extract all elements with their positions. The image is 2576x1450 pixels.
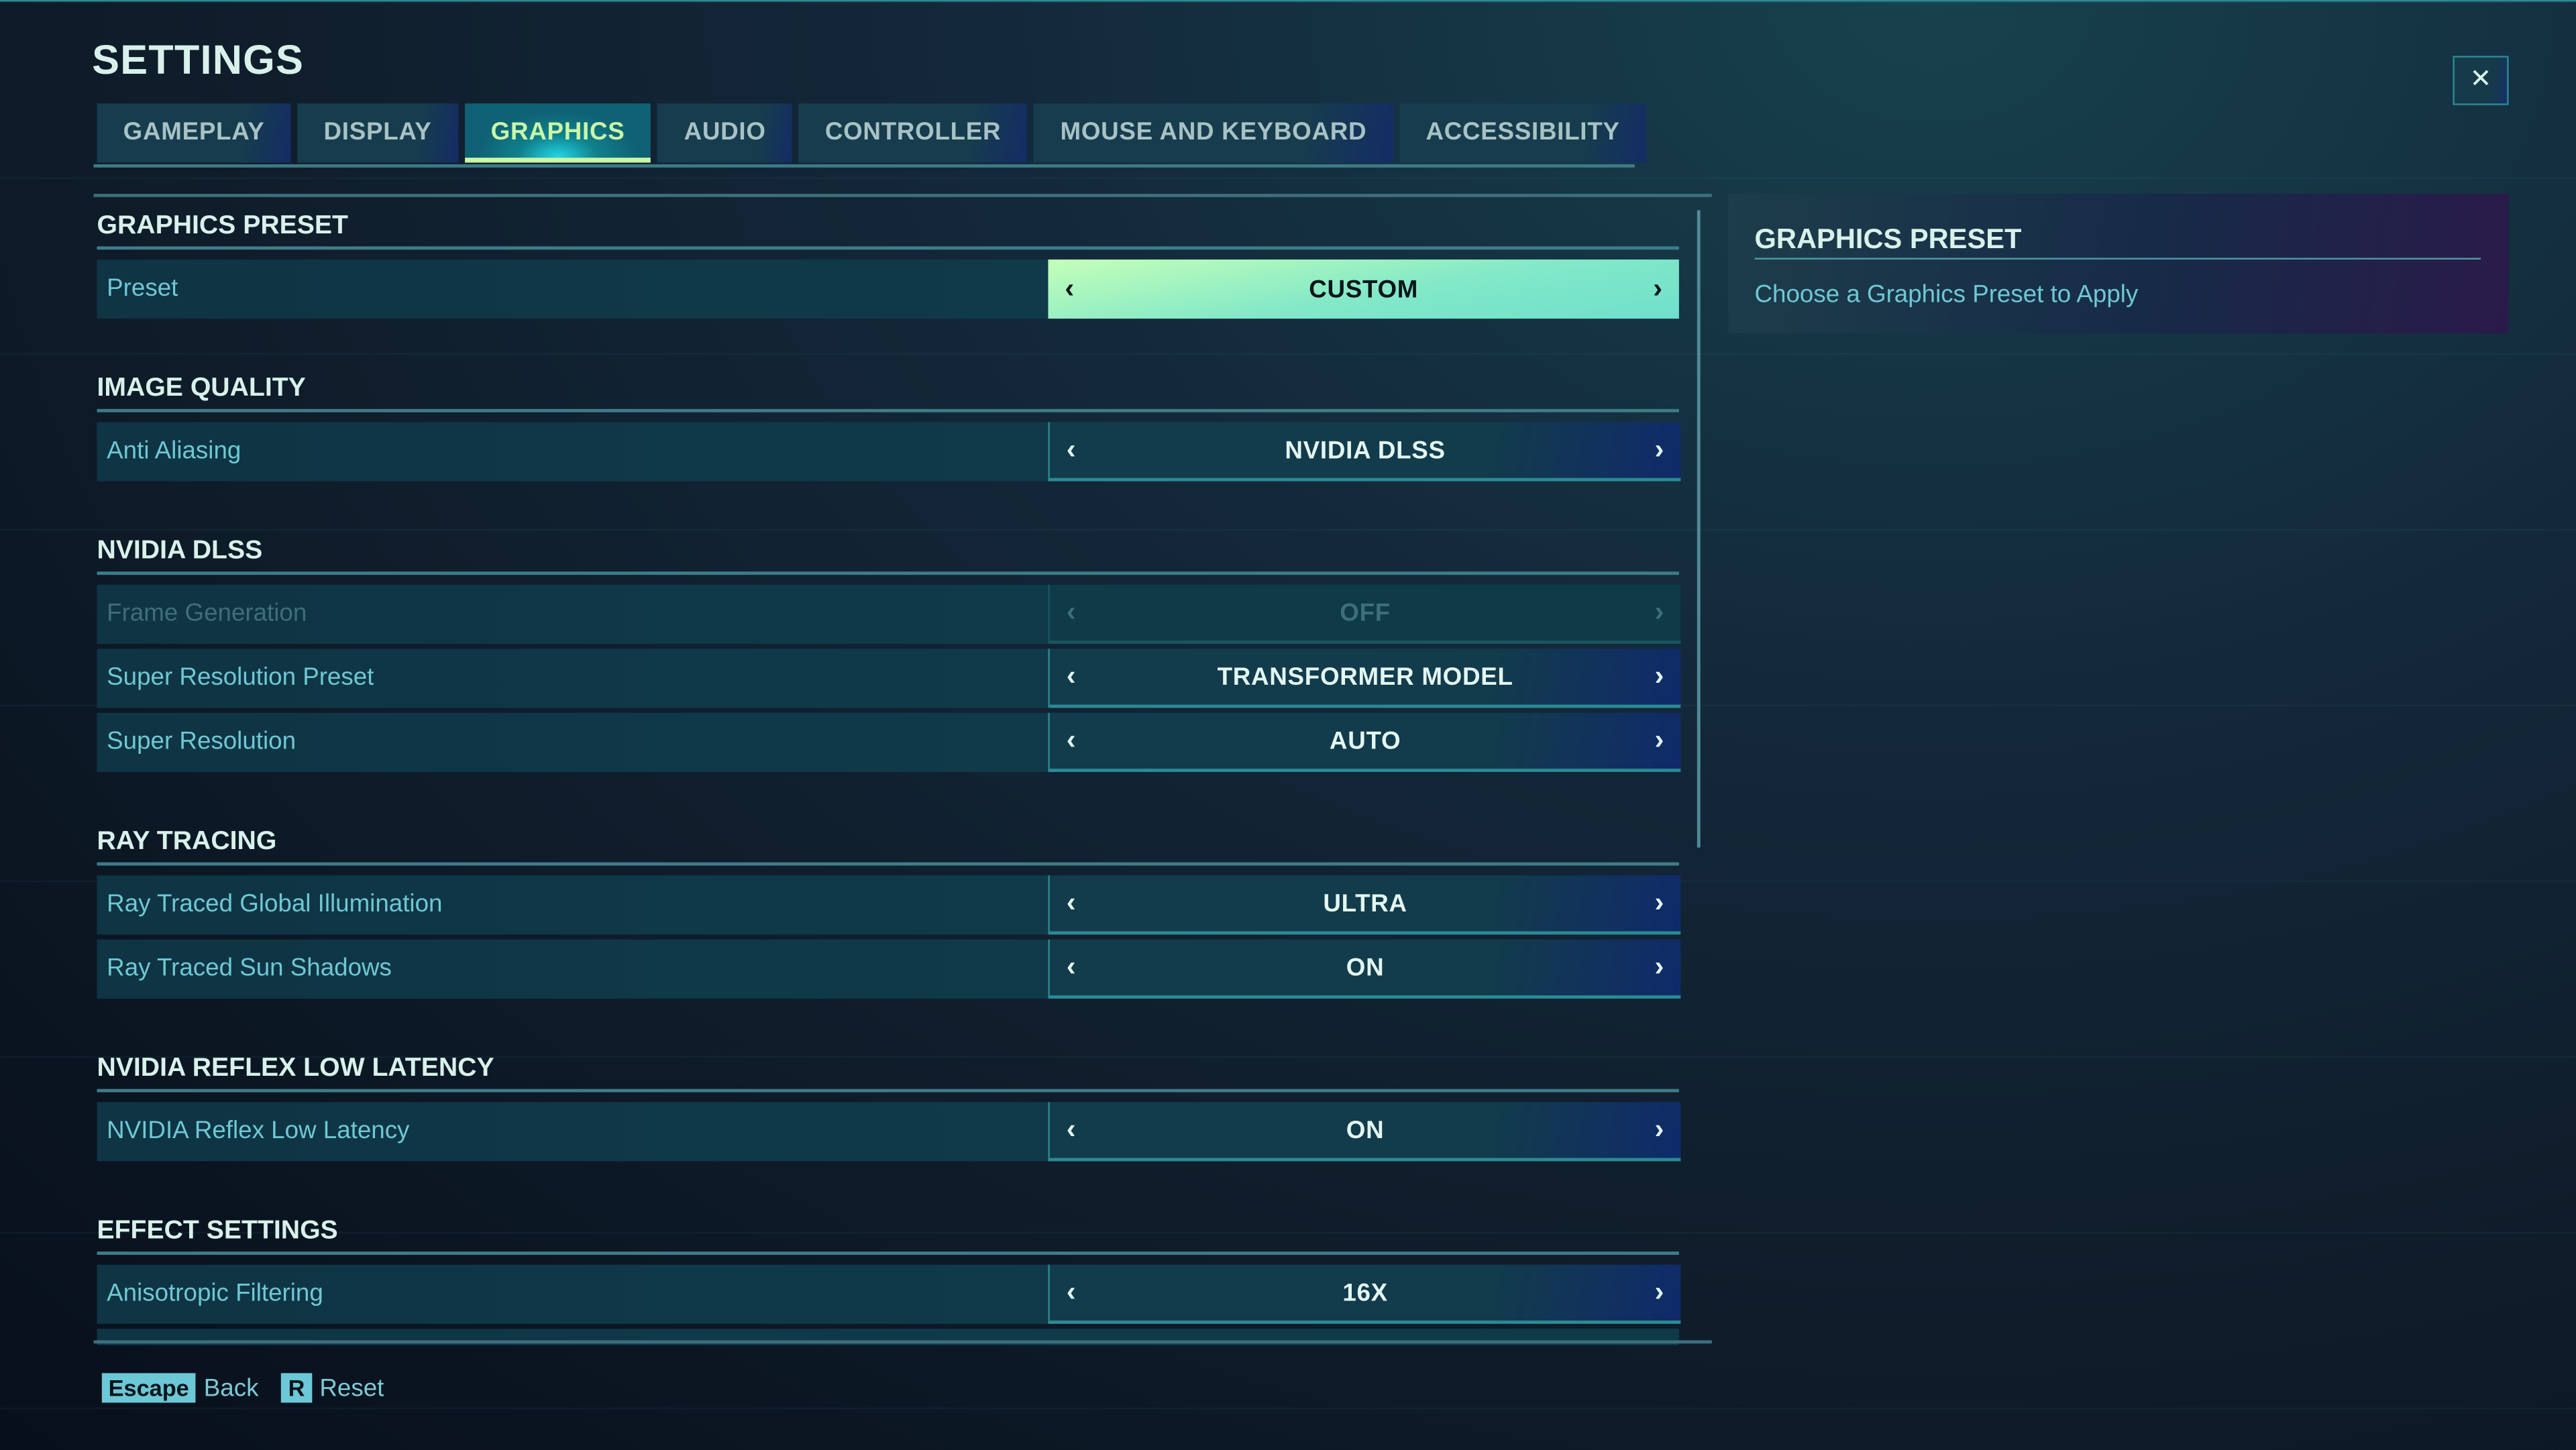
section: NVIDIA DLSS Frame Generation ‹ OFF › Sup… [97,535,1681,773]
chevron-left-icon[interactable]: ‹ [1066,596,1076,628]
chevron-right-icon[interactable]: › [1654,433,1664,465]
option-value: NVIDIA DLSS [1285,436,1446,464]
collapse-x-icon: ✕ [2469,65,2492,94]
r-key-hint[interactable]: R [281,1373,312,1403]
tab-audio[interactable]: AUDIO [657,103,792,163]
setting-label: Super Resolution Preset [107,663,374,692]
page-title: SETTINGS [92,38,305,84]
setting-label: Super Resolution [107,727,297,756]
scrollbar[interactable] [1697,210,1701,848]
chevron-left-icon[interactable]: ‹ [1066,433,1076,465]
info-title: GRAPHICS PRESET [1754,223,2022,255]
option-value: ULTRA [1323,889,1407,917]
section-header: NVIDIA REFLEX LOW LATENCY [97,1053,1679,1093]
chevron-right-icon[interactable]: › [1654,1276,1664,1308]
option-value: TRANSFORMER MODEL [1217,663,1513,691]
option-selector[interactable]: ‹ CUSTOM › [1048,259,1679,319]
chevron-left-icon[interactable]: ‹ [1066,660,1076,692]
setting-label: NVIDIA Reflex Low Latency [107,1117,410,1145]
chevron-right-icon[interactable]: › [1654,1113,1664,1145]
setting-label: Ray Traced Sun Shadows [107,954,392,983]
chevron-left-icon[interactable]: ‹ [1066,950,1076,983]
setting-row[interactable]: Anti Aliasing ‹ NVIDIA DLSS › [97,422,1681,482]
chevron-left-icon[interactable]: ‹ [1065,272,1075,304]
setting-row[interactable]: Anisotropic Filtering ‹ 16X › [97,1264,1681,1324]
option-value: AUTO [1329,726,1401,755]
option-value: CUSTOM [1309,275,1419,303]
section: RAY TRACING Ray Traced Global Illuminati… [97,826,1681,999]
tab-mouse-and-keyboard[interactable]: MOUSE AND KEYBOARD [1034,103,1393,163]
option-selector[interactable]: ‹ ON › [1048,1102,1681,1162]
section: GRAPHICS PRESET Preset ‹ CUSTOM › [97,210,1679,319]
setting-row[interactable]: Super Resolution Preset ‹ TRANSFORMER MO… [97,649,1681,708]
tab-controller[interactable]: CONTROLLER [798,103,1028,163]
chevron-right-icon[interactable]: › [1654,660,1664,692]
option-selector[interactable]: ‹ NVIDIA DLSS › [1048,422,1681,482]
setting-label: Ray Traced Global Illumination [107,890,443,918]
info-divider [1754,258,2481,260]
setting-label: Frame Generation [107,599,307,628]
setting-label: Preset [107,274,178,302]
tab-graphics[interactable]: GRAPHICS [464,103,651,163]
section-header: GRAPHICS PRESET [97,210,1679,250]
chevron-left-icon[interactable]: ‹ [1066,887,1076,918]
tab-underline [93,164,1635,168]
reset-button[interactable]: Reset [319,1374,384,1402]
setting-label: Anisotropic Filtering [107,1279,323,1308]
setting-row[interactable]: Super Resolution ‹ AUTO › [97,712,1681,773]
tab-gameplay[interactable]: GAMEPLAY [97,103,291,163]
divider-bottom [93,1340,1712,1344]
option-selector[interactable]: ‹ OFF › [1048,584,1681,645]
tab-accessibility[interactable]: ACCESSIBILITY [1399,103,1646,163]
close-button[interactable]: ✕ [2453,56,2509,105]
section: NVIDIA REFLEX LOW LATENCY NVIDIA Reflex … [97,1053,1681,1162]
option-selector[interactable]: ‹ AUTO › [1048,712,1681,773]
info-description: Choose a Graphics Preset to Apply [1754,280,2139,309]
chevron-left-icon[interactable]: ‹ [1066,1276,1076,1308]
setting-row[interactable]: Frame Generation ‹ OFF › [97,584,1681,645]
option-value: OFF [1340,598,1391,627]
back-button[interactable]: Back [203,1374,259,1402]
chevron-right-icon[interactable]: › [1654,724,1664,756]
chevron-right-icon[interactable]: › [1654,887,1664,918]
section-header: NVIDIA DLSS [97,535,1679,575]
option-selector[interactable]: ‹ ULTRA › [1048,875,1681,935]
tab-display[interactable]: DISPLAY [297,103,458,163]
setting-row[interactable]: Ray Traced Global Illumination ‹ ULTRA › [97,875,1681,935]
setting-row[interactable]: NVIDIA Reflex Low Latency ‹ ON › [97,1102,1681,1162]
divider-top [93,193,1712,197]
setting-label: Anti Aliasing [107,437,241,465]
settings-list: GRAPHICS PRESET Preset ‹ CUSTOM › IMAGE … [97,210,1681,1399]
option-value: 16X [1342,1278,1388,1307]
section-header: IMAGE QUALITY [97,373,1679,412]
option-value: ON [1346,953,1385,982]
section-header: EFFECT SETTINGS [97,1215,1679,1256]
setting-row[interactable]: Preset ‹ CUSTOM › [97,259,1679,319]
section: EFFECT SETTINGS Anisotropic Filtering ‹ … [97,1215,1681,1345]
setting-row[interactable]: Ray Traced Sun Shadows ‹ ON › [97,939,1681,999]
chevron-left-icon[interactable]: ‹ [1066,1113,1076,1145]
option-selector[interactable]: ‹ 16X › [1048,1264,1681,1324]
chevron-right-icon[interactable]: › [1653,272,1662,304]
escape-key-hint[interactable]: Escape [101,1373,196,1403]
chevron-right-icon[interactable]: › [1654,596,1664,628]
footer-hints: Escape Back R Reset [101,1373,407,1403]
option-selector[interactable]: ‹ ON › [1048,939,1681,999]
option-selector[interactable]: ‹ TRANSFORMER MODEL › [1048,649,1681,708]
section-header: RAY TRACING [97,826,1679,866]
tab-bar: GAMEPLAY DISPLAY GRAPHICS AUDIO CONTROLLER MO… [97,103,1646,163]
section: IMAGE QUALITY Anti Aliasing ‹ NVIDIA DLS… [97,373,1681,482]
option-value: ON [1346,1116,1385,1144]
chevron-right-icon[interactable]: › [1654,950,1664,983]
chevron-left-icon[interactable]: ‹ [1066,724,1076,756]
info-panel: GRAPHICS PRESET Choose a Graphics Preset… [1728,193,2509,334]
